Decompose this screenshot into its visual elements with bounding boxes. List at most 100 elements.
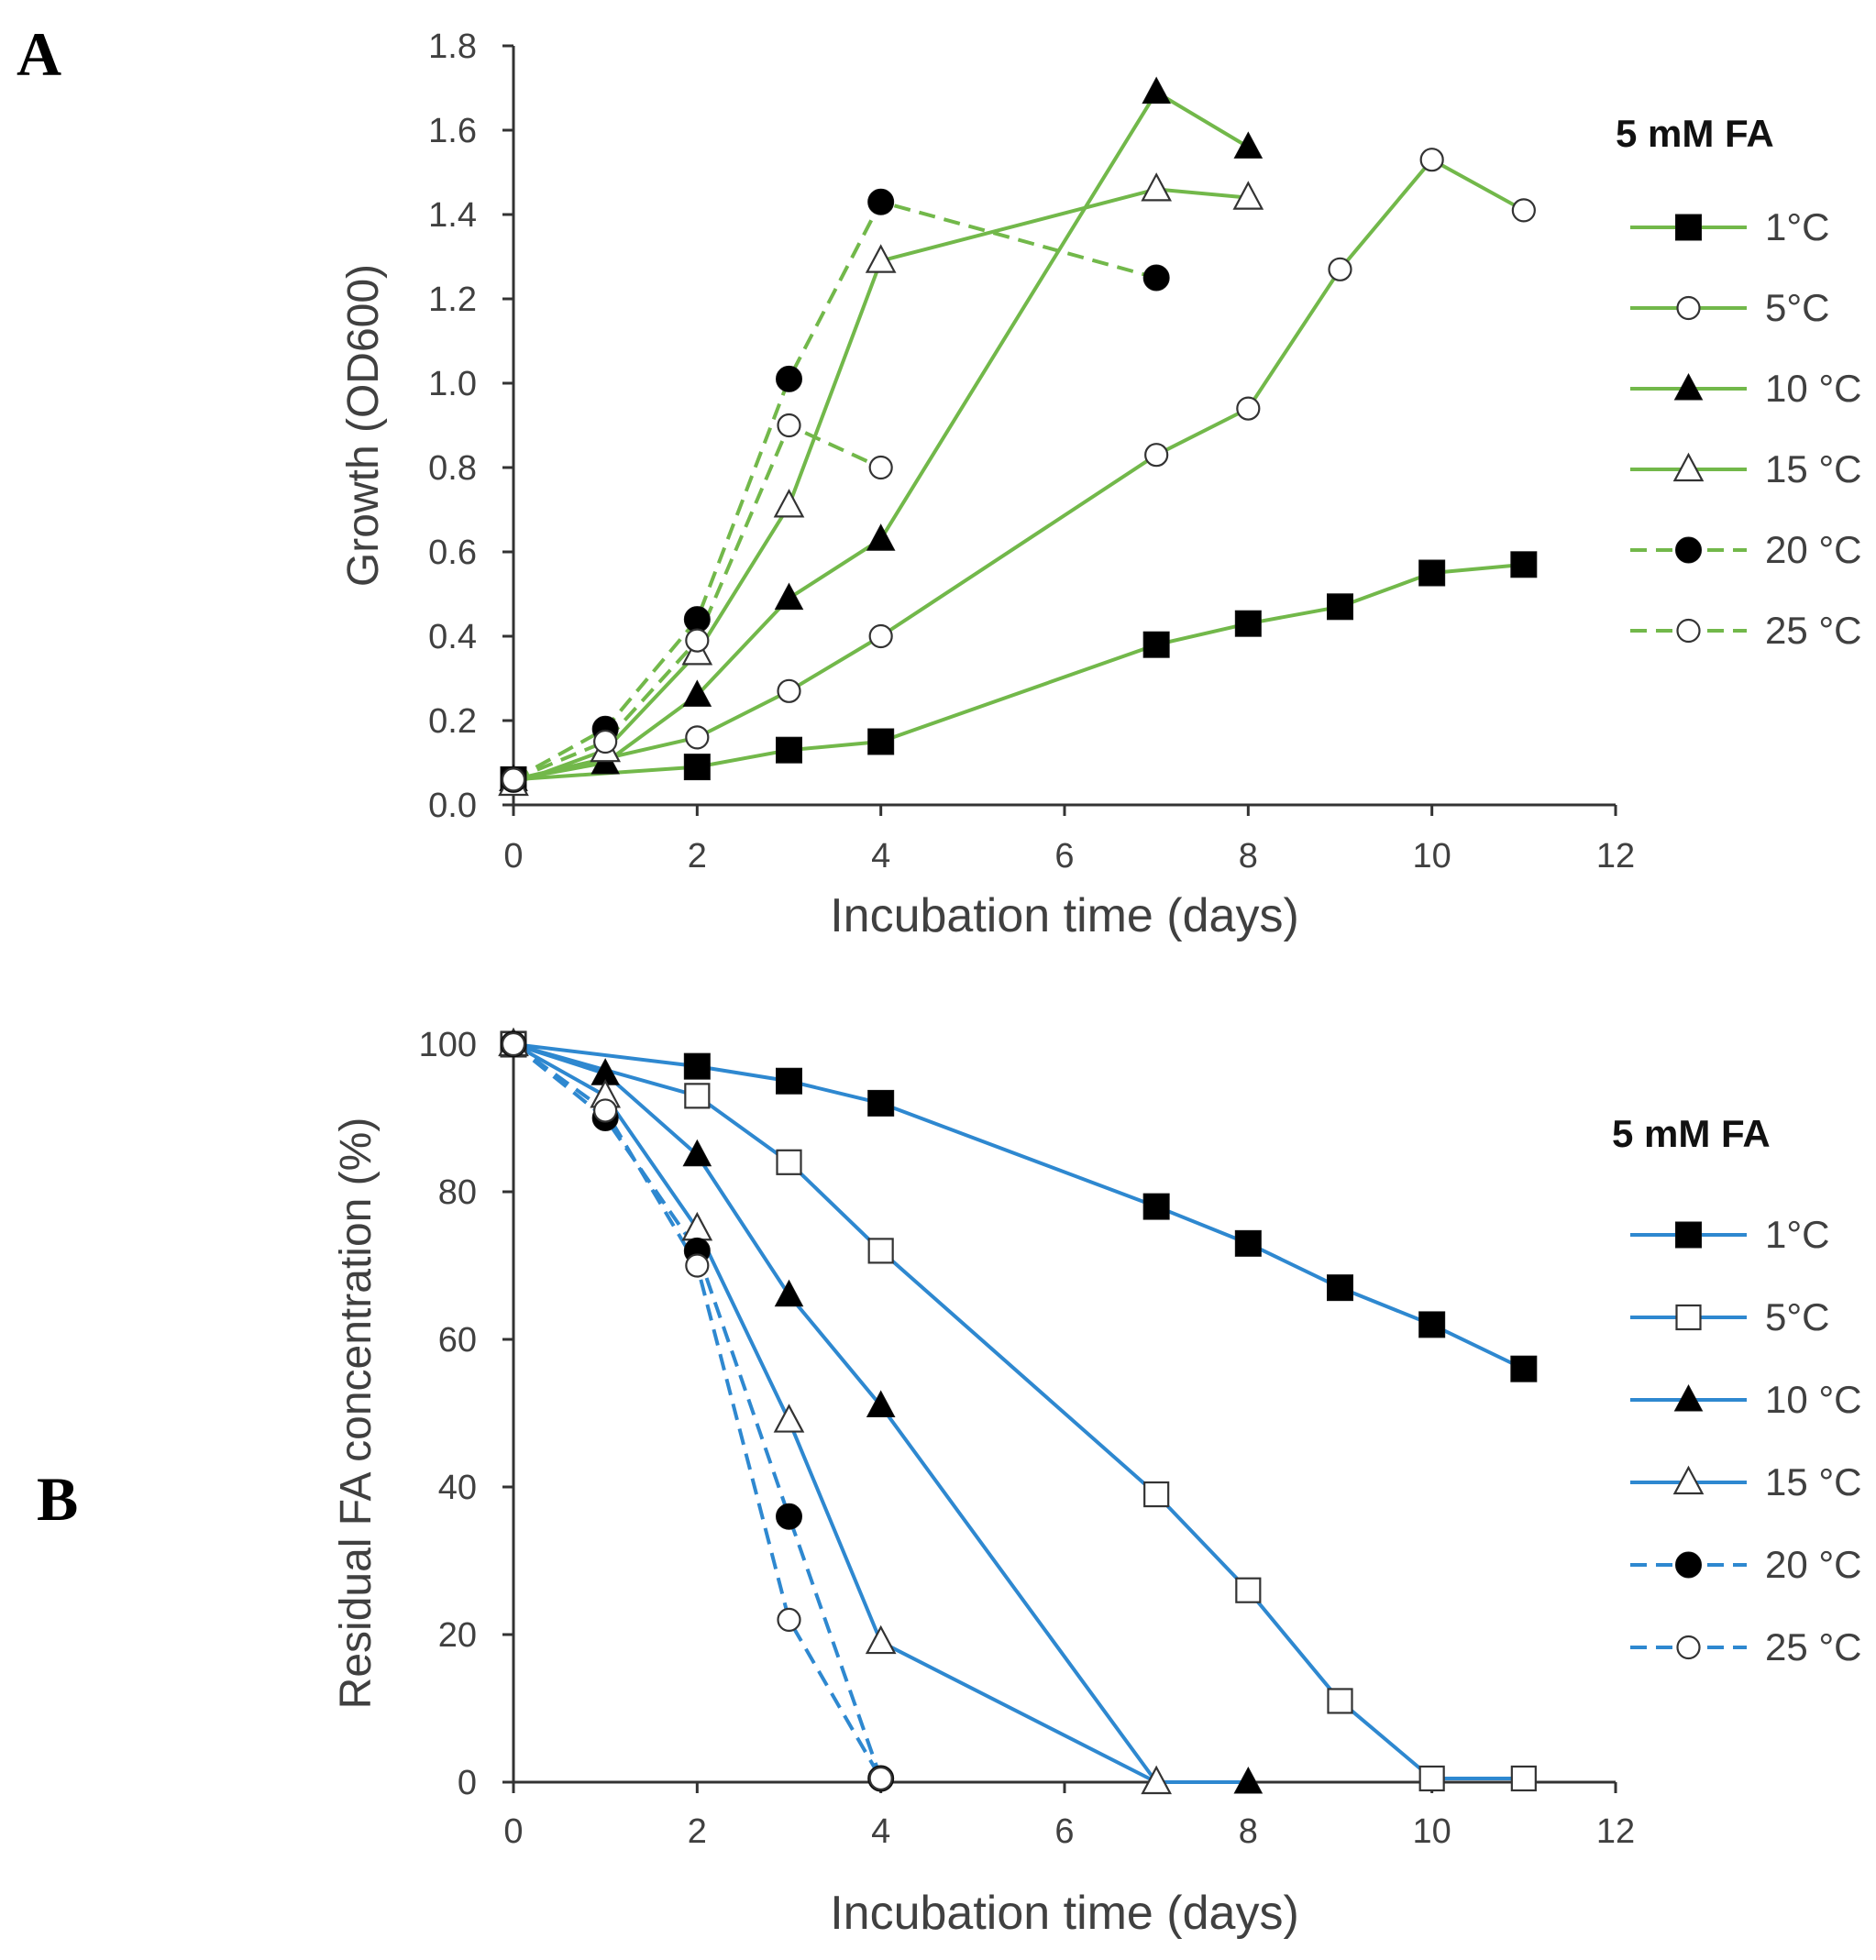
data-point-25-c: [868, 1766, 893, 1791]
data-point-5c: [776, 1149, 802, 1175]
legend-label-20-c: 20 °C: [1765, 528, 1862, 571]
data-point-25-c: [501, 1031, 526, 1057]
data-point-15-c: [865, 1624, 897, 1655]
data-point-1c: [1327, 593, 1353, 621]
legend-label-5c: 5°C: [1765, 286, 1830, 329]
data-point-5c: [1327, 1688, 1353, 1714]
y-tick-label: 1.8: [428, 28, 477, 66]
data-point-1c: [1327, 1274, 1353, 1302]
x-tick-label: 2: [688, 1812, 707, 1851]
legend-label-15-c: 15 °C: [1765, 1460, 1862, 1503]
x-tick-label: 8: [1239, 1812, 1258, 1851]
data-point-20-c: [776, 1503, 802, 1530]
y-tick-label: 0.4: [428, 618, 477, 656]
data-point-15-c: [773, 1404, 805, 1433]
y-tick-label: 0.0: [428, 787, 477, 825]
data-point-5c: [1511, 198, 1536, 223]
legend-title: 5 mM FA: [1616, 112, 1774, 155]
y-tick-label: 1.4: [428, 196, 477, 235]
data-point-10-c: [1233, 131, 1264, 159]
legend-marker-20-c: [1675, 536, 1702, 564]
legend-marker-10-c: [1673, 1383, 1704, 1412]
data-point-10-c: [682, 1139, 712, 1167]
panel-label-a: A: [17, 19, 61, 89]
y-tick-label: 0.6: [428, 534, 477, 572]
data-point-20-c: [776, 365, 802, 392]
y-tick-label: 100: [419, 1026, 477, 1064]
x-axis-label: Incubation time (days): [830, 889, 1299, 942]
data-point-1c: [776, 1067, 802, 1095]
chart-b-residual-fa: 0 20 40 60 80 100 0 2 4 6 8 10 12 Incubation time (da…: [332, 1026, 1862, 1940]
x-tick-label: 0: [503, 837, 523, 875]
data-point-10-c: [866, 523, 896, 551]
data-point-25-c: [777, 413, 801, 438]
x-tick-label: 10: [1413, 1812, 1451, 1851]
legend-marker-25-c: [1676, 618, 1701, 644]
data-point-5c: [1418, 1765, 1445, 1792]
data-point-1c: [1510, 1355, 1538, 1382]
x-tick-label: 0: [503, 1812, 523, 1851]
legend-marker-25-c: [1676, 1635, 1701, 1660]
legend-label-1c: 1°C: [1765, 205, 1830, 248]
data-point-25-c: [685, 1253, 710, 1278]
y-axis-label: Growth (OD600): [339, 264, 388, 587]
data-point-10-c: [1142, 76, 1172, 105]
y-tick-label: 40: [438, 1469, 477, 1507]
legend-marker-1c: [1675, 1221, 1702, 1249]
data-point-1c: [1234, 1229, 1262, 1257]
data-point-1c: [776, 736, 802, 764]
data-point-1c: [683, 1052, 711, 1080]
chart-a-growth: 0.0 0.2 0.4 0.6 0.8 1.0 1.2 1.4 1.6 1.8 0 2 4 6 8 10 12 I…: [339, 28, 1862, 942]
data-point-25-c: [777, 1607, 801, 1633]
x-tick-label: 4: [871, 1812, 890, 1851]
data-point-5c: [1419, 148, 1444, 172]
data-point-5c: [1143, 1481, 1170, 1508]
data-point-10-c: [774, 582, 804, 611]
x-tick-label: 8: [1239, 837, 1258, 875]
legend-marker-20-c: [1675, 1551, 1702, 1579]
data-point-15-c: [1232, 181, 1264, 210]
data-point-5c: [685, 725, 710, 750]
legend-label-10-c: 10 °C: [1765, 367, 1862, 410]
data-point-25-c: [501, 767, 526, 792]
data-point-5c: [1235, 1577, 1262, 1603]
legend-marker-15-c: [1672, 452, 1705, 482]
data-point-1c: [1418, 559, 1446, 587]
data-point-10-c: [866, 1390, 896, 1417]
x-tick-label: 6: [1054, 837, 1074, 875]
data-point-1c: [867, 1089, 895, 1117]
data-point-25-c: [593, 729, 618, 754]
data-point-5c: [1144, 443, 1169, 468]
legend-marker-15-c: [1672, 1465, 1705, 1495]
data-point-5c: [867, 1238, 894, 1264]
y-tick-label: 1.0: [428, 365, 477, 403]
legend: 5 mM FA 1°C 5°C 10 °C 15 °C 20 °C 25 °C: [1612, 1112, 1862, 1668]
y-tick-label: 60: [438, 1321, 477, 1360]
panel-label-b: B: [37, 1464, 78, 1534]
data-point-5c: [868, 623, 893, 649]
y-tick-label: 1.2: [428, 281, 477, 319]
data-point-1c: [867, 728, 895, 755]
x-tick-label: 10: [1413, 837, 1451, 875]
legend-label-25-c: 25 °C: [1765, 1625, 1862, 1668]
data-point-1c: [1510, 551, 1538, 578]
series-markers: [498, 76, 1538, 797]
legend-label-10-c: 10 °C: [1765, 1378, 1862, 1421]
legend-label-15-c: 15 °C: [1765, 447, 1862, 490]
x-tick-label: 12: [1596, 837, 1635, 875]
data-point-5c: [684, 1083, 711, 1109]
series-markers: [498, 1027, 1538, 1795]
x-axis-label: Incubation time (days): [830, 1887, 1299, 1940]
data-point-5c: [1328, 257, 1352, 281]
data-point-25-c: [868, 455, 893, 480]
y-tick-label: 0.2: [428, 702, 477, 741]
data-point-10-c: [682, 679, 712, 707]
data-point-25-c: [593, 1098, 618, 1123]
legend-label-25-c: 25 °C: [1765, 609, 1862, 652]
data-point-20-c: [683, 606, 711, 633]
legend-marker-1c: [1675, 214, 1702, 241]
legend-label-1c: 1°C: [1765, 1213, 1830, 1256]
legend-title: 5 mM FA: [1612, 1112, 1771, 1155]
legend-marker-5c: [1676, 295, 1701, 321]
